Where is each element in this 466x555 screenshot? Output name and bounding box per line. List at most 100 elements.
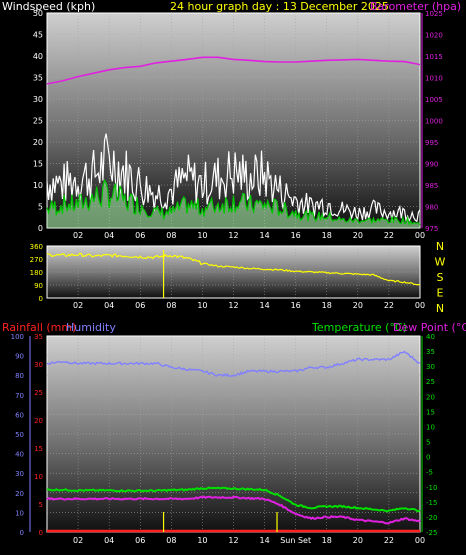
wind-chart-x-tick: 22 — [384, 231, 394, 240]
temperature-chart-x-tick: 04 — [104, 536, 114, 545]
humidity-y-tick: 50 — [15, 431, 24, 439]
wind-average-line — [46, 178, 421, 226]
direction-y-tick: 270 — [30, 256, 43, 264]
temperature-y-tick: -25 — [426, 529, 437, 537]
wind-y-tick: 35 — [33, 74, 43, 83]
temperature-chart-x-tick: 10 — [197, 536, 207, 545]
direction-chart-x-tick: 00 — [415, 301, 425, 310]
wind-chart-x-tick: 06 — [135, 231, 145, 240]
temperature-chart-x-tick: 08 — [166, 536, 176, 545]
direction-chart-x-tick: 14 — [259, 301, 269, 310]
temperature-chart-x-tick: 20 — [353, 536, 363, 545]
rainfall-y-tick: 0 — [39, 529, 43, 537]
wind-axis-title: Windspeed (kph) — [2, 0, 96, 13]
temperature-chart-x-tick: 02 — [73, 536, 83, 545]
temperature-chart-x-tick: Sun Set — [280, 536, 311, 545]
rainfall-y-tick: 20 — [34, 417, 43, 425]
temperature-y-tick: -15 — [426, 499, 437, 507]
wind-chart-x-tick: 16 — [291, 231, 301, 240]
direction-chart-x-tick: 06 — [135, 301, 145, 310]
temperature-chart-x-tick: 12 — [228, 536, 238, 545]
wind-chart-x-tick: 00 — [415, 231, 425, 240]
wind-chart-x-tick: 08 — [166, 231, 176, 240]
barometer-y-tick: 1015 — [425, 53, 443, 61]
direction-chart-x-tick: 08 — [166, 301, 176, 310]
dewpoint-axis-title: Dew Point (°C) — [393, 321, 466, 334]
wind-chart-x-tick: 12 — [228, 231, 238, 240]
temperature-chart-x-tick: 14 — [259, 536, 269, 545]
temperature-y-tick: 35 — [426, 348, 435, 356]
wind-y-tick: 25 — [33, 117, 43, 126]
direction-y-tick: 0 — [39, 295, 43, 303]
compass-label: S — [437, 271, 444, 284]
humidity-axis-title: Humidity — [66, 321, 116, 334]
temperature-chart-x-tick: 06 — [135, 536, 145, 545]
humidity-y-tick: 90 — [15, 353, 24, 361]
wind-chart-x-tick: 14 — [259, 231, 269, 240]
direction-chart-x-tick: 04 — [104, 301, 114, 310]
humidity-y-tick: 40 — [15, 451, 24, 459]
wind-chart-x-tick: 20 — [353, 231, 363, 240]
rainfall-y-tick: 30 — [34, 361, 43, 369]
direction-chart-x-tick: 12 — [228, 301, 238, 310]
barometer-line — [46, 56, 421, 85]
temperature-y-tick: 5 — [426, 439, 430, 447]
barometer-y-tick: 980 — [425, 204, 438, 212]
temperature-y-tick: 25 — [426, 378, 435, 386]
direction-y-tick: 180 — [30, 269, 43, 277]
wind-y-tick: 45 — [33, 31, 43, 40]
humidity-y-tick: 70 — [15, 392, 24, 400]
direction-chart-x-tick: 18 — [322, 301, 332, 310]
wind-chart-x-tick: 04 — [104, 231, 114, 240]
humidity-y-tick: 30 — [15, 470, 24, 478]
barometer-y-tick: 1005 — [425, 96, 443, 104]
rainfall-y-tick: 35 — [34, 333, 43, 341]
barometer-y-tick: 1010 — [425, 75, 443, 83]
wind-y-tick: 0 — [38, 224, 43, 233]
compass-label: N — [436, 240, 444, 253]
compass-label: N — [436, 302, 444, 315]
wind-chart-x-tick: 10 — [197, 231, 207, 240]
barometer-y-tick: 1025 — [425, 10, 443, 18]
humidity-y-tick: 80 — [15, 372, 24, 380]
humidity-y-tick: 10 — [15, 509, 24, 517]
direction-chart-x-tick: 16 — [291, 301, 301, 310]
barometer-y-tick: 985 — [425, 182, 438, 190]
temperature-chart-x-tick: 22 — [384, 536, 394, 545]
temperature-chart-x-tick: 18 — [322, 536, 332, 545]
wind-average-fill — [47, 180, 420, 228]
temperature-y-tick: -5 — [426, 469, 433, 477]
temperature-y-tick: 30 — [426, 363, 435, 371]
rainfall-y-tick: 25 — [34, 389, 43, 397]
wind-y-tick: 15 — [33, 160, 43, 169]
rainfall-y-tick: 10 — [34, 473, 43, 481]
direction-y-tick: 90 — [34, 282, 43, 290]
barometer-y-tick: 1020 — [425, 32, 443, 40]
barometer-y-tick: 990 — [425, 161, 438, 169]
rainfall-axis-title: Rainfall (mm) — [2, 321, 77, 334]
temperature-y-tick: 15 — [426, 408, 435, 416]
wind-direction-line — [46, 252, 421, 286]
temperature-y-tick: 20 — [426, 393, 435, 401]
dewpoint-line — [46, 495, 421, 525]
chart-date-title: 24 hour graph day : 13 December 2025 — [170, 0, 389, 13]
wind-chart-x-tick: 18 — [322, 231, 332, 240]
humidity-y-tick: 100 — [11, 333, 24, 341]
wind-y-tick: 10 — [33, 181, 43, 190]
humidity-line — [46, 350, 421, 377]
wind-y-tick: 5 — [38, 203, 43, 212]
temperature-axis-title: Temperature (°C) — [312, 321, 407, 334]
temperature-y-tick: -10 — [426, 484, 437, 492]
direction-chart-x-tick: 20 — [353, 301, 363, 310]
temperature-y-tick: -20 — [426, 514, 437, 522]
barometer-y-tick: 1000 — [425, 118, 443, 126]
temperature-chart-x-tick: 00 — [415, 536, 425, 545]
humidity-y-tick: 20 — [15, 490, 24, 498]
wind-chart-x-tick: 02 — [73, 231, 83, 240]
temperature-y-tick: 10 — [426, 423, 435, 431]
temperature-y-tick: 0 — [426, 454, 430, 462]
temperature-y-tick: 40 — [426, 333, 435, 341]
barometer-y-tick: 975 — [425, 225, 438, 233]
rainfall-y-tick: 15 — [34, 445, 43, 453]
rainfall-y-tick: 5 — [39, 501, 43, 509]
